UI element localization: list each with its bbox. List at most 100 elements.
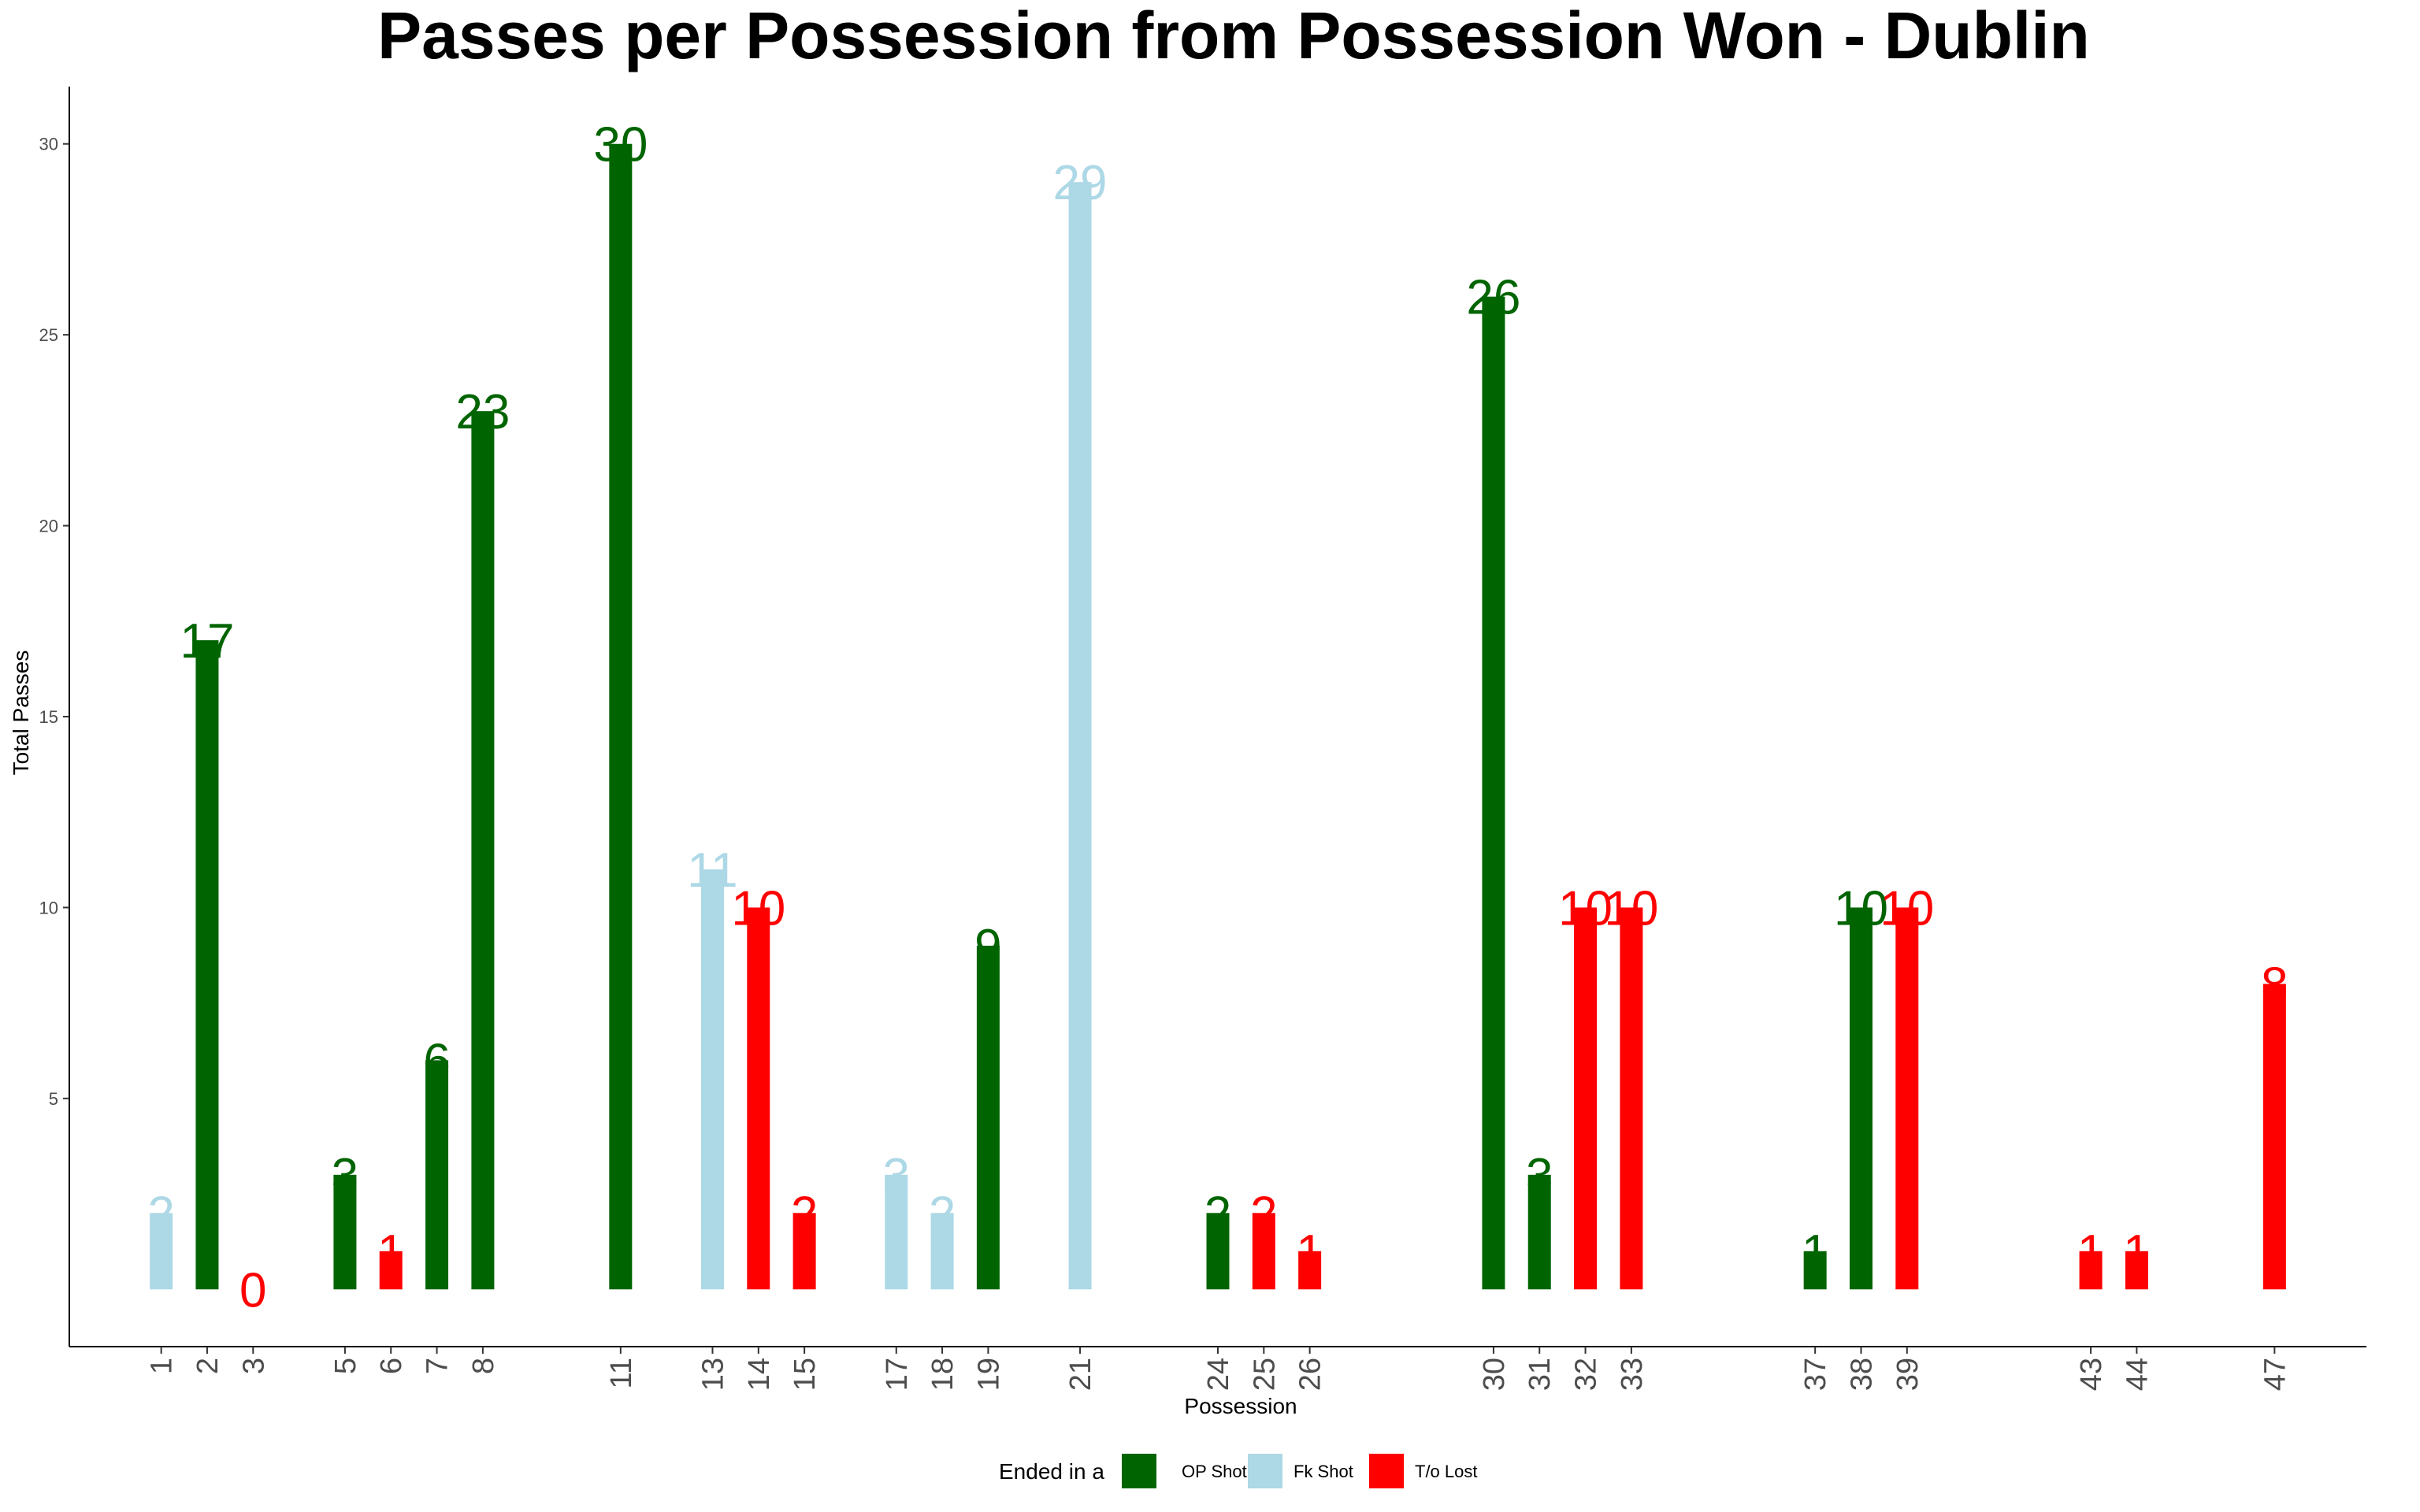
bar xyxy=(471,411,495,1290)
data-label: 2 xyxy=(929,1187,956,1241)
data-label: 1 xyxy=(2077,1225,2104,1280)
bar xyxy=(700,869,724,1290)
x-tick-label: 11 xyxy=(605,1358,638,1388)
data-label: 0 xyxy=(239,1263,266,1317)
x-tick-label: 13 xyxy=(696,1358,729,1391)
data-label: 10 xyxy=(1880,881,1934,936)
legend-label: OP Shot xyxy=(1182,1462,1247,1481)
y-tick-label: 5 xyxy=(49,1089,58,1109)
x-tick-label: 43 xyxy=(2075,1358,2108,1391)
bar xyxy=(1803,1251,1827,1290)
bar xyxy=(379,1251,403,1290)
x-tick-label: 3 xyxy=(237,1358,270,1374)
data-label: 10 xyxy=(1558,881,1613,936)
x-tick-label: 18 xyxy=(926,1358,959,1391)
bar xyxy=(976,945,1000,1290)
plot-area: 5101520253012217305361768231130131114101… xyxy=(39,87,2366,1391)
bar xyxy=(1482,296,1505,1290)
y-tick-label: 15 xyxy=(39,707,58,727)
x-tick-label: 37 xyxy=(1799,1358,1832,1391)
x-tick-label: 32 xyxy=(1570,1358,1603,1391)
x-tick-label: 30 xyxy=(1478,1358,1511,1391)
x-tick-label: 39 xyxy=(1891,1358,1924,1391)
x-tick-label: 14 xyxy=(743,1358,776,1391)
data-label: 1 xyxy=(1296,1225,1323,1280)
legend-key xyxy=(1369,1454,1404,1488)
legend-key xyxy=(1248,1454,1282,1488)
bar xyxy=(1574,907,1598,1290)
x-tick-label: 24 xyxy=(1202,1358,1235,1391)
legend-label: T/o Lost xyxy=(1415,1462,1477,1481)
x-tick-label: 7 xyxy=(421,1358,455,1374)
y-axis-title: Total Passes xyxy=(9,650,33,776)
bar xyxy=(747,907,770,1290)
x-tick-label: 38 xyxy=(1845,1358,1878,1391)
data-label: 10 xyxy=(1604,881,1658,936)
bar xyxy=(609,143,633,1290)
data-label: 3 xyxy=(332,1149,358,1203)
bar xyxy=(885,1174,908,1290)
bar xyxy=(1068,182,1092,1290)
data-label: 26 xyxy=(1466,271,1520,325)
data-label: 23 xyxy=(455,385,510,439)
bar xyxy=(2079,1251,2103,1290)
x-tick-label: 44 xyxy=(2121,1358,2154,1391)
chart-title: Passes per Possession from Possession Wo… xyxy=(377,0,2090,72)
x-tick-label: 8 xyxy=(467,1358,500,1374)
y-tick-label: 30 xyxy=(39,135,58,154)
data-label: 10 xyxy=(1834,881,1888,936)
bar xyxy=(1252,1213,1275,1290)
data-label: 2 xyxy=(147,1187,174,1241)
bar xyxy=(1620,907,1643,1290)
data-label: 30 xyxy=(593,118,648,172)
bar xyxy=(333,1174,357,1290)
bar xyxy=(425,1060,449,1290)
x-tick-label: 31 xyxy=(1524,1358,1557,1391)
x-tick-label: 5 xyxy=(329,1358,362,1374)
x-tick-label: 1 xyxy=(146,1358,179,1374)
y-tick-label: 20 xyxy=(39,517,58,536)
x-tick-label: 2 xyxy=(191,1358,225,1374)
x-tick-label: 21 xyxy=(1064,1358,1097,1391)
data-label: 11 xyxy=(687,843,737,898)
bar xyxy=(1895,907,1919,1290)
x-tick-label: 19 xyxy=(972,1358,1005,1391)
bar xyxy=(930,1213,954,1290)
y-tick-label: 10 xyxy=(39,898,58,917)
data-label: 29 xyxy=(1053,156,1108,210)
x-tick-label: 15 xyxy=(789,1358,822,1391)
bar xyxy=(792,1213,816,1290)
y-tick-label: 25 xyxy=(39,325,58,345)
bar xyxy=(2125,1251,2148,1290)
data-label: 1 xyxy=(1802,1225,1828,1280)
data-label: 3 xyxy=(1526,1149,1553,1203)
x-tick-label: 33 xyxy=(1616,1358,1649,1391)
data-label: 9 xyxy=(974,920,1001,974)
data-label: 10 xyxy=(731,881,785,936)
data-label: 2 xyxy=(791,1187,818,1241)
x-axis-title: Possession xyxy=(1184,1394,1297,1418)
bar xyxy=(2262,984,2286,1290)
legend-title: Ended in a xyxy=(999,1459,1104,1484)
bar xyxy=(1206,1213,1230,1290)
bar xyxy=(1849,907,1873,1290)
data-label: 2 xyxy=(1250,1187,1277,1241)
bar xyxy=(1527,1174,1551,1290)
legend-label: Fk Shot xyxy=(1294,1462,1353,1481)
x-tick-label: 26 xyxy=(1294,1358,1327,1391)
x-tick-label: 17 xyxy=(881,1358,914,1391)
x-tick-label: 25 xyxy=(1248,1358,1281,1391)
data-label: 6 xyxy=(423,1034,450,1088)
legend-key xyxy=(1122,1454,1156,1488)
data-label: 2 xyxy=(1204,1187,1231,1241)
x-tick-label: 47 xyxy=(2259,1358,2292,1391)
data-label: 3 xyxy=(883,1149,910,1203)
data-label: 1 xyxy=(2123,1225,2150,1280)
x-tick-label: 6 xyxy=(375,1358,408,1374)
bar xyxy=(1298,1251,1322,1290)
data-label: 8 xyxy=(2261,958,2288,1012)
data-label: 1 xyxy=(377,1225,404,1280)
data-label: 17 xyxy=(180,614,234,669)
bar xyxy=(150,1213,173,1290)
